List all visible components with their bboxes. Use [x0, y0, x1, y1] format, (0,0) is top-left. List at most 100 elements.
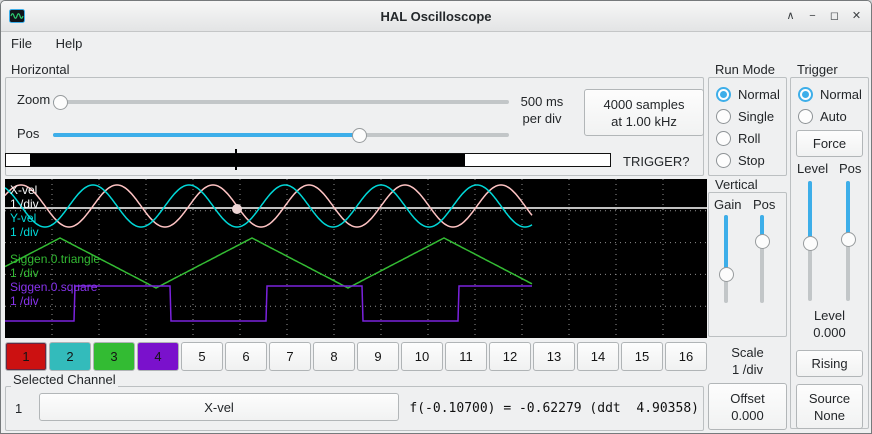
run-mode-option-single[interactable]: Single	[716, 105, 780, 127]
vertical-title: Vertical	[713, 177, 760, 192]
channel-button-11[interactable]: 11	[445, 342, 487, 371]
zoom-slider-handle[interactable]	[52, 95, 68, 110]
radio-icon	[798, 86, 813, 102]
run-mode-option-label: Roll	[738, 130, 761, 146]
run-mode-title: Run Mode	[713, 62, 777, 77]
trigger-mode-option-label: Normal	[820, 86, 862, 102]
window-controls: ∧ − ◻ ✕	[782, 7, 865, 24]
gain-slider-handle[interactable]	[719, 266, 734, 282]
vertical-frame	[708, 192, 787, 337]
scale-label: Scale	[731, 345, 764, 360]
channel-button-8[interactable]: 8	[313, 342, 355, 371]
channel-button-14[interactable]: 14	[577, 342, 619, 371]
scope-labels: X-vel 1 /div Y-vel 1 /div Siggen.0.triangle 1…	[5, 179, 707, 338]
channel-button-4[interactable]: 4	[137, 342, 179, 371]
channel-button-1[interactable]: 1	[5, 342, 47, 371]
scale-readout: Scale 1 /div	[708, 344, 787, 378]
trigger-pos-label: Pos	[839, 161, 862, 176]
run-mode-options: Normal Single Roll Stop	[716, 83, 780, 171]
scope-display: X-vel 1 /div Y-vel 1 /div Siggen.0.triangle 1…	[5, 179, 707, 338]
force-button[interactable]: Force	[796, 130, 863, 157]
run-mode-option-normal[interactable]: Normal	[716, 83, 780, 105]
channel-source-button[interactable]: X-vel	[39, 393, 399, 421]
samples-count: 4000 samples	[603, 96, 685, 112]
channel-button-6[interactable]: 6	[225, 342, 267, 371]
channel-button-15[interactable]: 15	[621, 342, 663, 371]
trigger-mode-option-label: Auto	[820, 108, 847, 124]
run-mode-option-roll[interactable]: Roll	[716, 127, 780, 149]
scope-channel-label-1: X-vel 1 /div	[10, 183, 39, 211]
titlebar[interactable]: HAL Oscilloscope ∧ − ◻ ✕	[1, 1, 871, 32]
horizontal-pos-label: Pos	[17, 126, 40, 141]
run-mode-frame	[708, 77, 787, 176]
run-mode-option-stop[interactable]: Stop	[716, 149, 780, 171]
timebase-readout: 500 ms per div	[510, 93, 574, 127]
source-button-value: None	[813, 407, 846, 423]
selected-channel-frame	[5, 386, 704, 431]
channel-row: 1 2 3 4 5 6 7 8 9 10 11 12 13 14 15 16	[5, 342, 707, 371]
zoom-slider-track[interactable]	[53, 100, 509, 104]
radio-icon	[716, 86, 731, 102]
scope-channel-label-4: Siggen.0.square 1 /div	[10, 280, 98, 308]
menubar: File Help	[1, 31, 871, 58]
gain-slider[interactable]	[719, 215, 734, 303]
trigger-pos-slider-handle[interactable]	[841, 231, 856, 247]
timebase-unit: per div	[522, 111, 562, 126]
radio-icon	[798, 108, 813, 124]
scope-channel-label-2: Y-vel 1 /div	[10, 211, 39, 239]
channel-button-16[interactable]: 16	[665, 342, 707, 371]
channel-button-5[interactable]: 5	[181, 342, 223, 371]
trigger-point-marker[interactable]	[232, 204, 242, 214]
trigger-mode-option-auto[interactable]: Auto	[798, 105, 862, 127]
timeline-trigger-marker[interactable]	[235, 149, 238, 170]
timeline-window[interactable]	[30, 154, 466, 166]
trigger-pos-slider[interactable]	[841, 181, 856, 301]
zoom-slider[interactable]	[52, 95, 509, 110]
shade-button[interactable]: ∧	[786, 10, 795, 22]
app-icon	[9, 9, 25, 23]
channel-button-13[interactable]: 13	[533, 342, 575, 371]
channel-button-12[interactable]: 12	[489, 342, 531, 371]
trace-y-vel	[5, 184, 533, 228]
scope-channel-label-3: Siggen.0.triangle 1 /div	[10, 252, 101, 280]
slope-button[interactable]: Rising	[796, 350, 863, 377]
channel-button-3[interactable]: 3	[93, 342, 135, 371]
channel-button-2[interactable]: 2	[49, 342, 91, 371]
trigger-level-label: Level	[797, 161, 829, 176]
trigger-options: Normal Auto	[798, 83, 862, 127]
trigger-level-readout-value: 0.000	[813, 325, 846, 340]
horizontal-pos-slider[interactable]	[53, 128, 509, 143]
source-button[interactable]: Source None	[796, 384, 863, 429]
trace-siggen-square	[5, 285, 532, 322]
offset-button[interactable]: Offset 0.000	[708, 383, 787, 430]
timeline-bar[interactable]	[5, 153, 611, 167]
trigger-level-slider[interactable]	[803, 181, 818, 301]
trigger-level-readout: Level 0.000	[790, 307, 869, 341]
horizontal-pos-slider-handle[interactable]	[351, 128, 367, 143]
selected-channel-title: Selected Channel	[11, 372, 118, 387]
run-mode-option-label: Single	[738, 108, 775, 124]
vertical-pos-slider-handle[interactable]	[755, 234, 770, 250]
minimize-button[interactable]: −	[809, 9, 816, 22]
channel-button-10[interactable]: 10	[401, 342, 443, 371]
channel-button-7[interactable]: 7	[269, 342, 311, 371]
scope-canvas	[5, 179, 707, 338]
radio-icon	[716, 152, 731, 168]
radio-icon	[716, 108, 731, 124]
selected-channel-number: 1	[15, 401, 23, 416]
vertical-pos-slider[interactable]	[755, 215, 770, 303]
gain-label: Gain	[714, 197, 742, 212]
maximize-button[interactable]: ◻	[829, 10, 840, 22]
menu-file[interactable]: File	[11, 36, 32, 51]
vertical-pos-slider-track[interactable]	[760, 215, 764, 303]
trigger-level-slider-handle[interactable]	[803, 236, 818, 252]
trace-siggen-triangle	[5, 237, 533, 289]
trigger-mode-option-normal[interactable]: Normal	[798, 83, 862, 105]
close-button[interactable]: ✕	[851, 10, 862, 22]
timebase-value: 500 ms	[520, 94, 564, 109]
vertical-pos-label: Pos	[753, 197, 776, 212]
samples-button[interactable]: 4000 samples at 1.00 kHz	[584, 89, 704, 136]
menu-help[interactable]: Help	[55, 36, 83, 51]
channel-button-9[interactable]: 9	[357, 342, 399, 371]
